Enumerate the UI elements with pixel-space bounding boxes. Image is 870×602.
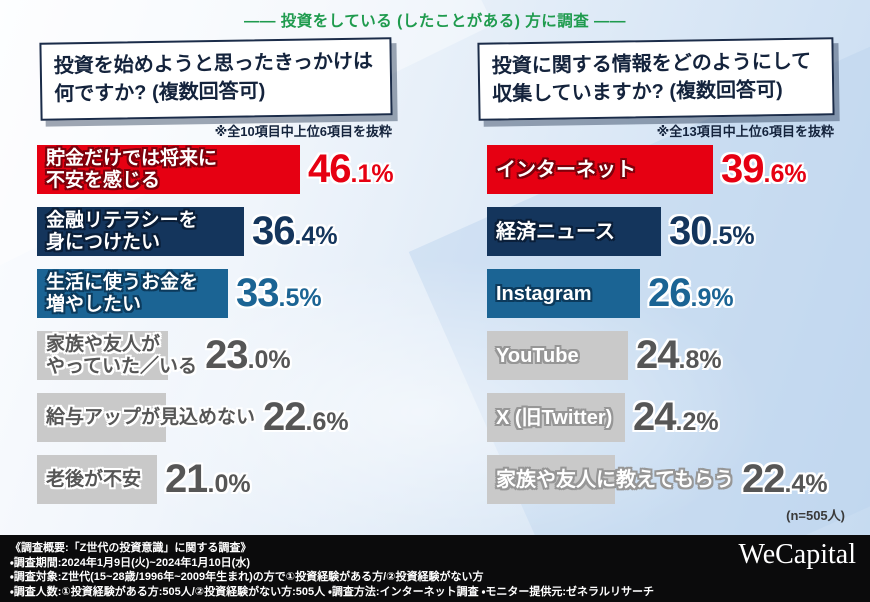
bar-value: 22.6% (263, 395, 349, 439)
bar-label: 生活に使うお金を 増やしたい (46, 271, 199, 315)
survey-audience-title: ―― 投資をしている (したことがある) 方に調査 ―― (243, 13, 627, 30)
bar-value: 33.5% (236, 271, 322, 315)
bar-row: インターネット 39.6% (487, 145, 828, 194)
bar-fill (487, 207, 661, 256)
bar-value: 23.0% (205, 333, 291, 377)
excerpt-note-right: ※全13項目中上位6項目を抜粋 (656, 124, 834, 139)
bar-value: 22.4% (742, 457, 828, 501)
question-box-right: 投資に関する情報をどのようにして 収集していますか? (複数回答可) (477, 37, 835, 121)
survey-overview-footer: 《調査概要:「Z世代の投資意識」に関する調査》 ・調査期間:2024年1月9日(… (0, 535, 870, 602)
bar-value: 21.0% (165, 457, 251, 501)
bar-value: 30.5% (669, 209, 755, 253)
bar-label: 老後が不安 (46, 468, 142, 490)
bar-row: 経済ニュース 30.5% (487, 207, 828, 256)
bar-fill (487, 455, 615, 504)
bar-fill (487, 145, 713, 194)
footer-line: ・調査期間:2024年1月9日(火)~2024年1月10日(水) (10, 556, 251, 569)
bar-fill (37, 455, 157, 504)
wecapital-logo: WeCapital (738, 539, 856, 570)
bar-label: 家族や友人に教えてもらう (496, 468, 734, 491)
bar-label: Instagram (496, 282, 592, 305)
bar-value: 24.8% (636, 333, 722, 377)
bar-row: X (旧Twitter) 24.2% (487, 393, 828, 442)
bar-row: 老後が不安 21.0% (37, 455, 394, 504)
bar-fill (37, 393, 166, 442)
bar-chart-reasons: 貯金だけでは将来に 不安を感じる 46.1% 金融リテラシーを 身につけたい 36.4% 生… (37, 145, 394, 517)
bar-label: 給与アップが見込めない (46, 406, 256, 428)
question-box-left: 投資を始めようと思ったきっかけは 何ですか? (複数回答可) (39, 37, 393, 121)
bar-value: 36.4% (252, 209, 338, 253)
bar-label: YouTube (496, 344, 579, 367)
bar-value: 26.9% (648, 271, 734, 315)
bar-row: 金融リテラシーを 身につけたい 36.4% (37, 207, 394, 256)
footer-line: ・調査人数:①投資経験がある方:505人/②投資経験がない方:505人 ・調査方… (10, 585, 655, 598)
bar-row: 生活に使うお金を 増やしたい 33.5% (37, 269, 394, 318)
bar-chart-sources: インターネット 39.6% 経済ニュース 30.5% Instagram 26.9% You… (487, 145, 828, 517)
bar-label: 貯金だけでは将来に 不安を感じる (46, 147, 218, 191)
bar-fill (487, 331, 628, 380)
bar-fill (37, 145, 300, 194)
bar-row: 家族や友人が やっていた／いる 23.0% (37, 331, 394, 380)
bar-fill (37, 207, 244, 256)
bar-row: YouTube 24.8% (487, 331, 828, 380)
bar-fill (37, 269, 228, 318)
bar-label: 経済ニュース (496, 220, 615, 243)
bar-value: 39.6% (721, 147, 807, 191)
sample-size: (n=505人) (786, 508, 845, 523)
bar-row: Instagram 26.9% (487, 269, 828, 318)
bar-value: 46.1% (308, 147, 394, 191)
bar-value: 24.2% (633, 395, 719, 439)
footer-line: ・調査対象:Z世代(15~28歳/1996年~2009年生まれ)の方で①投資経験… (10, 571, 484, 583)
bar-fill (487, 269, 640, 318)
bar-fill (487, 393, 625, 442)
bar-row: 貯金だけでは将来に 不安を感じる 46.1% (37, 145, 394, 194)
bar-fill (37, 331, 168, 380)
footer-line: 《調査概要:「Z世代の投資意識」に関する調査》 (10, 542, 252, 554)
bar-row: 給与アップが見込めない 22.6% (37, 393, 394, 442)
excerpt-note-left: ※全10項目中上位6項目を抜粋 (214, 124, 392, 139)
bar-label: X (旧Twitter) (496, 406, 613, 429)
bar-label: 金融リテラシーを 身につけたい (46, 209, 198, 253)
bar-row: 家族や友人に教えてもらう 22.4% (487, 455, 828, 504)
bar-label: インターネット (496, 158, 636, 181)
bar-label: 家族や友人が やっていた／いる (46, 333, 198, 377)
